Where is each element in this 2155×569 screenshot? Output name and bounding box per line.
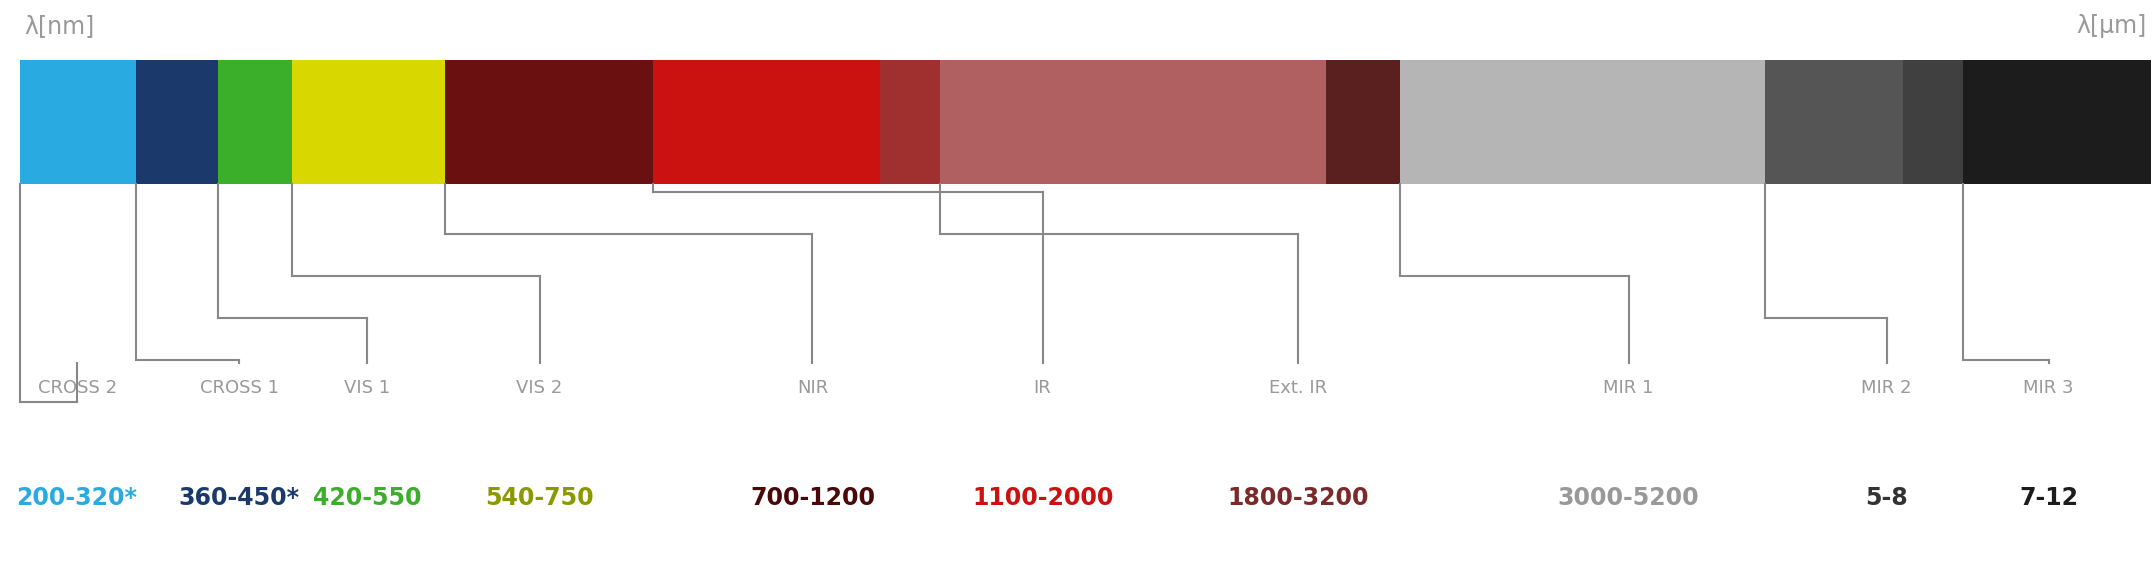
Text: 1100-2000: 1100-2000 (972, 485, 1114, 510)
Bar (940, 60, 1325, 184)
Bar (1325, 60, 1401, 184)
Bar (881, 60, 940, 184)
Text: 420-550: 420-550 (312, 485, 420, 510)
Text: 7-12: 7-12 (2019, 485, 2077, 510)
Bar (444, 60, 653, 184)
Bar (1765, 60, 1903, 184)
Text: Ext. IR: Ext. IR (1269, 379, 1327, 397)
Bar (653, 60, 881, 184)
Bar (218, 60, 291, 184)
Text: CROSS 2: CROSS 2 (37, 379, 116, 397)
Text: VIS 1: VIS 1 (345, 379, 390, 397)
Text: 540-750: 540-750 (485, 485, 595, 510)
Text: 1800-3200: 1800-3200 (1228, 485, 1368, 510)
Text: 360-450*: 360-450* (179, 485, 300, 510)
Text: λ[μm]: λ[μm] (2075, 14, 2146, 38)
Text: 5-8: 5-8 (1866, 485, 1907, 510)
Bar (291, 60, 444, 184)
Text: MIR 3: MIR 3 (2024, 379, 2073, 397)
Bar (136, 60, 218, 184)
Text: IR: IR (1034, 379, 1052, 397)
Text: MIR 1: MIR 1 (1603, 379, 1653, 397)
Text: 700-1200: 700-1200 (750, 485, 875, 510)
Bar (1903, 60, 1963, 184)
Text: VIS 2: VIS 2 (517, 379, 562, 397)
Text: NIR: NIR (797, 379, 828, 397)
Bar (1401, 60, 1765, 184)
Text: 200-320*: 200-320* (17, 485, 138, 510)
Text: MIR 2: MIR 2 (1862, 379, 1911, 397)
Bar (19, 60, 136, 184)
Text: λ[nm]: λ[nm] (24, 14, 95, 38)
Text: 3000-5200: 3000-5200 (1558, 485, 1700, 510)
Bar (1963, 60, 2151, 184)
Text: CROSS 1: CROSS 1 (200, 379, 278, 397)
